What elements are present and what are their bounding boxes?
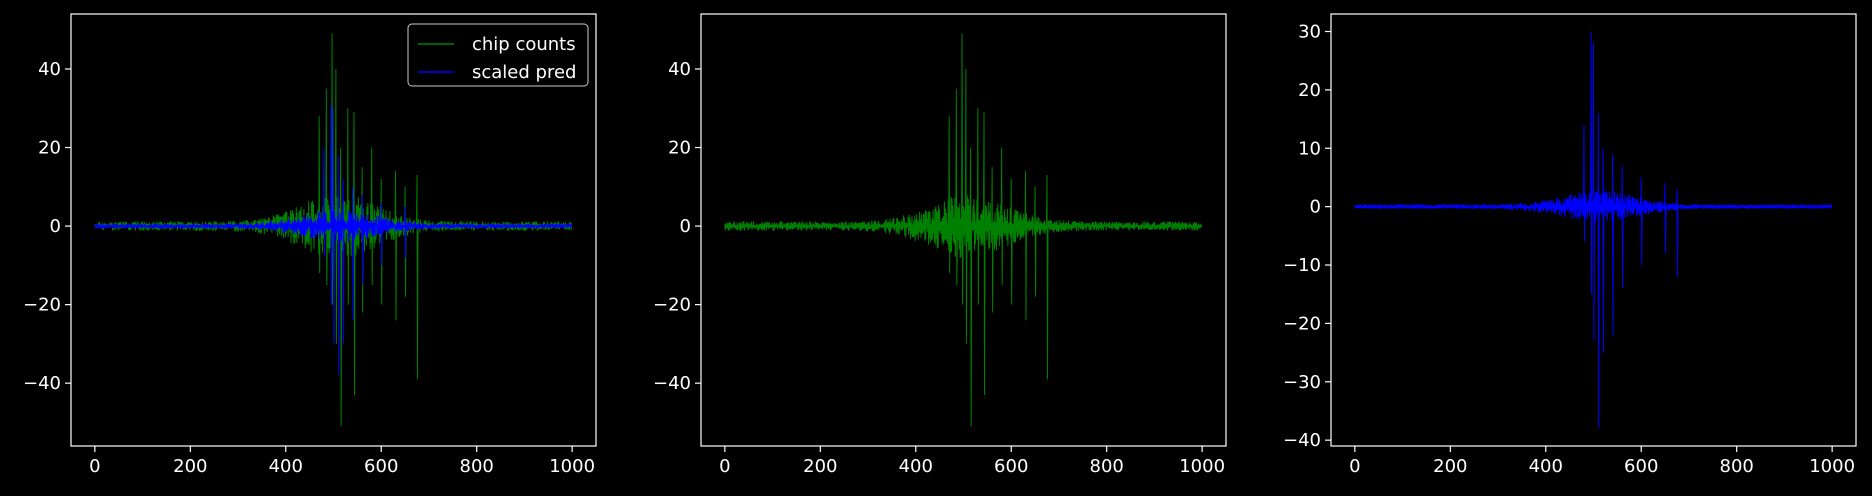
- chart-panel-2: 0 200 400 600 800 1000 −40 −20 0 20 40: [653, 13, 1227, 477]
- y-tick-label: 40: [38, 59, 61, 80]
- series-line-series-1: [724, 33, 1203, 427]
- y-tick-label: −30: [1283, 372, 1321, 393]
- x-tick-label: 1000: [1179, 456, 1225, 477]
- y-tick-label: 0: [50, 216, 61, 237]
- x-tick-label: 800: [1720, 456, 1754, 477]
- y-tick-label: 0: [680, 216, 691, 237]
- y-tick-label: −10: [1283, 255, 1321, 276]
- y-tick-label: −40: [1283, 430, 1321, 451]
- x-tick-label: 400: [269, 456, 303, 477]
- y-tick-label: −20: [23, 295, 61, 316]
- x-tick-label: 800: [1090, 456, 1124, 477]
- x-tick-label: 600: [1624, 456, 1658, 477]
- x-tick-label: 0: [1349, 456, 1360, 477]
- series-line-scaled-pred: [94, 104, 573, 376]
- plot-frame: [70, 13, 597, 447]
- legend: chip counts scaled pred: [407, 23, 589, 87]
- y-tick-label: 0: [1310, 197, 1321, 218]
- series-line-series-1: [1354, 31, 1833, 429]
- x-tick-label: 200: [803, 456, 837, 477]
- plot-frame: [1330, 13, 1857, 447]
- y-tick-label: 20: [38, 138, 61, 159]
- y-tick-label: 20: [1298, 80, 1321, 101]
- y-tick-label: 20: [668, 138, 691, 159]
- x-tick-label: 600: [364, 456, 398, 477]
- x-tick-label: 800: [460, 456, 494, 477]
- legend-box: [407, 23, 589, 87]
- y-tick-label: −20: [1283, 313, 1321, 334]
- y-tick-label: −40: [23, 373, 61, 394]
- x-tick-label: 400: [899, 456, 933, 477]
- x-tick-label: 0: [719, 456, 730, 477]
- legend-label: chip counts: [472, 34, 576, 55]
- chart-panel-3: 0 200 400 600 800 1000 −40 −30 −20 −10 0 10 20 30: [1283, 13, 1857, 477]
- y-tick-label: −20: [653, 295, 691, 316]
- x-tick-label: 1000: [549, 456, 595, 477]
- y-tick-label: 40: [668, 59, 691, 80]
- chart-panel-1: 0 200 400 600 800 1000 −40 −20 0 20 40 chip counts s…: [23, 13, 597, 477]
- x-tick-label: 0: [89, 456, 100, 477]
- y-tick-label: −40: [653, 373, 691, 394]
- y-tick-label: 10: [1298, 138, 1321, 159]
- plot-frame: [700, 13, 1227, 447]
- legend-label: scaled pred: [472, 62, 576, 83]
- x-tick-label: 200: [1433, 456, 1467, 477]
- x-tick-label: 600: [994, 456, 1028, 477]
- y-tick-label: 30: [1298, 22, 1321, 43]
- x-tick-label: 400: [1529, 456, 1563, 477]
- x-tick-label: 1000: [1809, 456, 1855, 477]
- x-tick-label: 200: [173, 456, 207, 477]
